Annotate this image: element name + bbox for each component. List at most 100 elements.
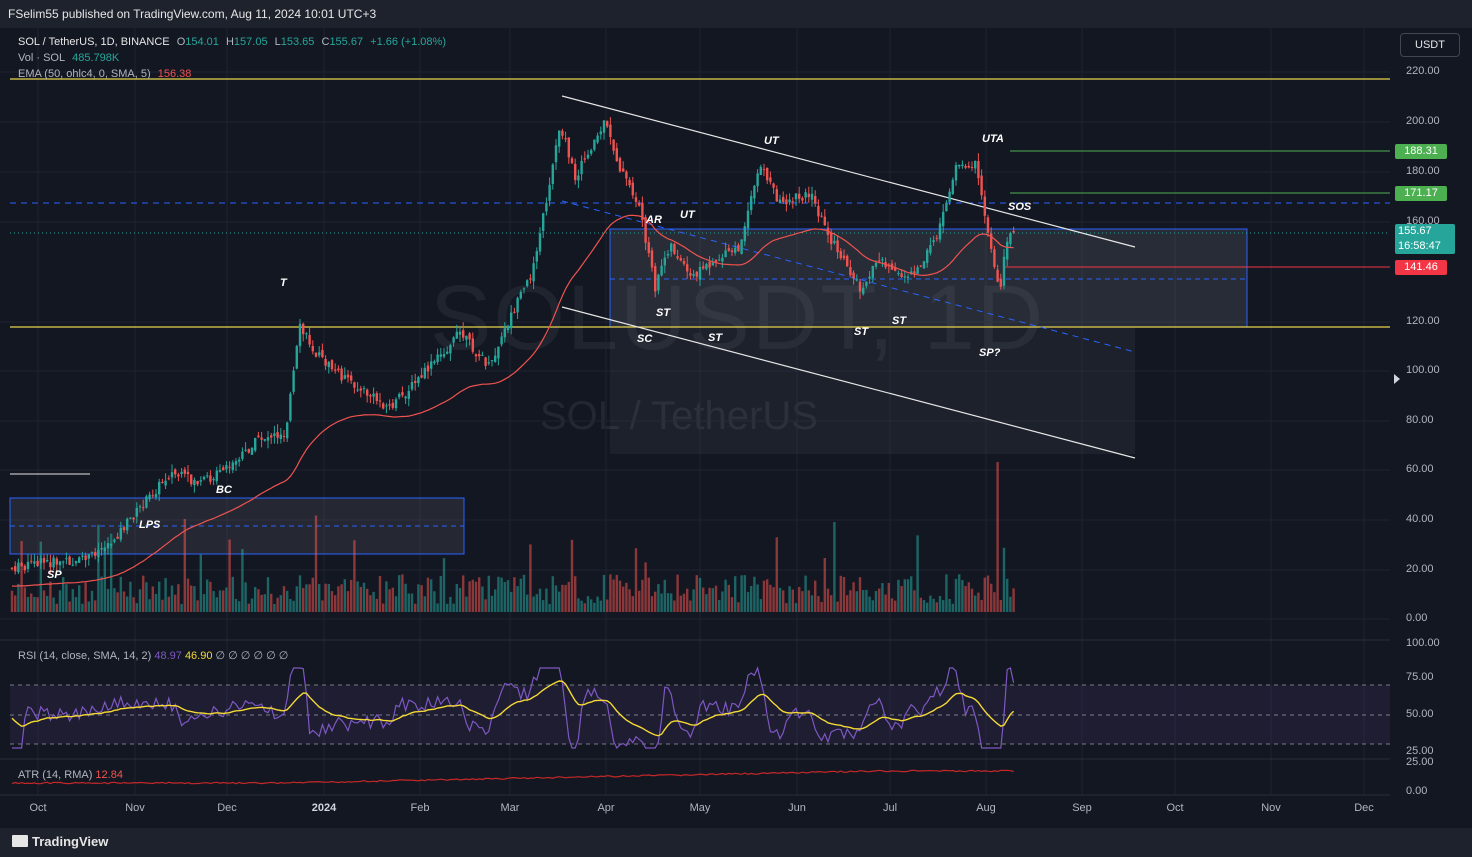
candle-body	[679, 258, 682, 261]
annotation-ut-2: UT	[764, 135, 779, 147]
rsi-ma-value: 46.90	[184, 650, 213, 662]
scroll-right-arrow-icon[interactable]	[1394, 374, 1400, 384]
candle-body	[721, 257, 724, 262]
volume-bar	[644, 562, 647, 612]
volume-bar	[465, 596, 468, 612]
candle-body	[33, 561, 36, 564]
volume-bar	[906, 579, 910, 612]
candle-body	[481, 354, 484, 356]
volume-bar	[817, 596, 820, 612]
volume-bar	[910, 576, 913, 612]
candle-body	[935, 237, 938, 239]
volume-bar	[980, 599, 983, 612]
volume-bar	[241, 548, 244, 612]
volume-bar	[247, 603, 250, 612]
candle-body	[522, 288, 526, 290]
volume-bar	[730, 597, 734, 612]
volume-bar	[673, 600, 676, 612]
volume-bar	[887, 582, 890, 612]
candle-body	[423, 367, 426, 379]
volume-bar	[711, 588, 714, 612]
chart-area[interactable]: SOLUSDT, 1D SOL / TetherUS	[0, 28, 1472, 828]
candle-body	[900, 273, 903, 277]
volume-bar	[20, 540, 23, 612]
candle-body	[910, 271, 913, 274]
candle-body	[420, 375, 423, 378]
volume-bar	[311, 577, 314, 612]
volume-bar	[580, 600, 583, 612]
candle-body	[670, 243, 673, 252]
volume-bar	[833, 522, 836, 612]
candle-body	[852, 272, 855, 279]
price-chart-canvas[interactable]	[0, 28, 1390, 828]
time-axis-tick: Oct	[1166, 802, 1184, 814]
volume-bar	[836, 601, 839, 612]
candle-body	[238, 459, 241, 462]
candle-body	[714, 259, 718, 263]
volume-bar	[638, 590, 641, 612]
candle-body	[551, 164, 554, 185]
volume-bar	[215, 597, 218, 612]
volume-bar	[119, 576, 122, 612]
candle-body	[426, 365, 430, 372]
tradingview-logo[interactable]: TradingView	[12, 834, 108, 849]
volume-bar	[622, 586, 625, 612]
volume-bar	[657, 584, 660, 612]
candle-body	[951, 179, 954, 194]
volume-bar	[839, 575, 842, 612]
candle-body	[964, 165, 967, 168]
atr-label: ATR (14, RMA)	[18, 769, 93, 781]
candle-body	[871, 265, 874, 278]
candle-body	[778, 199, 782, 204]
candle-body	[513, 311, 516, 313]
candle-body	[94, 552, 97, 556]
candle-body	[42, 558, 46, 563]
candle-body	[903, 276, 906, 278]
volume-legend[interactable]: Vol · SOL 485.798K	[18, 50, 123, 66]
candle-body	[199, 480, 202, 482]
ema-legend[interactable]: EMA (50, ohlc4, 0, SMA, 5) 156.38	[18, 66, 195, 82]
channel-lower	[561, 306, 1136, 459]
volume-bar	[49, 581, 52, 612]
candle-body	[906, 276, 910, 278]
candle-body	[628, 179, 631, 186]
annotation-sp-question: SP?	[979, 347, 1001, 359]
volume-bar	[874, 590, 878, 612]
volume-bar	[417, 584, 420, 612]
close-value: 155.67	[329, 36, 364, 48]
volume-bar	[356, 581, 359, 612]
rsi-placeholders: ∅ ∅ ∅ ∅ ∅ ∅	[215, 650, 289, 662]
volume-bar	[273, 603, 276, 612]
rsi-label: RSI (14, close, SMA, 14, 2)	[18, 650, 152, 662]
volume-bar	[945, 574, 948, 612]
rsi-legend[interactable]: RSI (14, close, SMA, 14, 2) 48.97 46.90 …	[18, 649, 288, 662]
volume-bar	[330, 591, 334, 612]
symbol-title[interactable]: SOL / TetherUS, 1D, BINANCE	[18, 36, 170, 48]
candle-body	[711, 262, 714, 266]
atr-legend[interactable]: ATR (14, RMA) 12.84	[18, 769, 123, 781]
candle-body	[279, 434, 282, 439]
candle-body	[343, 375, 346, 379]
atr-axis-tick: 25.00	[1406, 756, 1434, 768]
volume-bar	[343, 579, 346, 612]
volume-bar	[935, 602, 938, 612]
candle-body	[618, 158, 622, 172]
candle-body	[484, 357, 487, 366]
volume-bar	[561, 584, 564, 612]
currency-button[interactable]: USDT	[1400, 33, 1460, 57]
volume-bar	[263, 594, 266, 612]
candle-body	[970, 166, 974, 168]
volume-bar	[810, 595, 814, 612]
candle-body	[206, 475, 209, 477]
volume-bar	[113, 588, 116, 612]
candle-body	[433, 361, 436, 364]
ohlc-legend[interactable]: SOL / TetherUS, 1D, BINANCE O154.01 H157…	[18, 34, 450, 50]
candle-body	[295, 346, 298, 369]
price-axis-tick: 0.00	[1406, 612, 1428, 624]
candle-body	[196, 480, 199, 485]
volume-value: 485.798K	[72, 52, 120, 64]
candle-body	[324, 358, 327, 366]
volume-bar	[903, 579, 906, 612]
candle-body	[314, 352, 318, 357]
volume-bar	[266, 577, 270, 612]
